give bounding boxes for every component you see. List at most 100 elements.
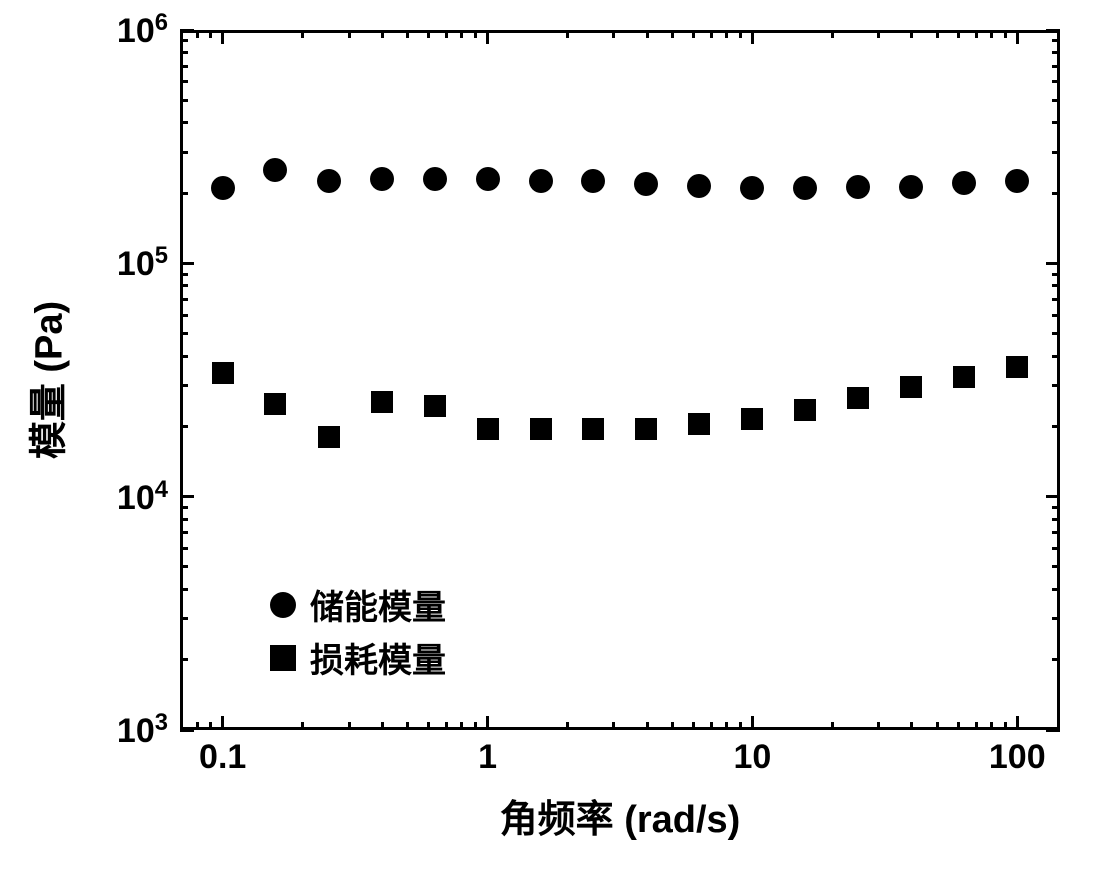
y-tick-minor	[180, 547, 188, 550]
y-tick-minor-right	[1052, 332, 1060, 335]
y-tick-minor-right	[1052, 314, 1060, 317]
x-tick-minor-top	[381, 30, 384, 38]
x-tick-minor-top	[460, 30, 463, 38]
y-tick-minor	[180, 658, 188, 661]
x-tick-minor	[910, 722, 913, 730]
x-tick-minor	[990, 722, 993, 730]
data-point-circle	[952, 171, 976, 195]
y-tick-minor	[180, 39, 188, 42]
y-tick-label: 103	[117, 709, 168, 751]
y-tick-minor	[180, 531, 188, 534]
y-tick-major	[180, 262, 194, 265]
x-tick-minor-top	[445, 30, 448, 38]
data-point-circle	[423, 167, 447, 191]
data-point-circle	[529, 169, 553, 193]
y-tick-minor-right	[1052, 298, 1060, 301]
x-tick-minor	[427, 722, 430, 730]
data-point-square	[318, 426, 340, 448]
y-tick-minor-right	[1052, 39, 1060, 42]
y-tick-minor	[180, 273, 188, 276]
y-tick-minor-right	[1052, 99, 1060, 102]
x-tick-minor	[566, 722, 569, 730]
y-tick-minor-right	[1052, 547, 1060, 550]
x-tick-minor-top	[348, 30, 351, 38]
x-tick-major-top	[486, 30, 489, 44]
x-tick-minor	[612, 722, 615, 730]
y-tick-major	[180, 495, 194, 498]
x-tick-minor-top	[831, 30, 834, 38]
x-tick-minor-top	[936, 30, 939, 38]
legend-label: 储能模量	[310, 580, 446, 629]
x-tick-minor	[381, 722, 384, 730]
x-tick-minor	[301, 722, 304, 730]
data-point-square	[741, 408, 763, 430]
x-tick-minor-top	[877, 30, 880, 38]
x-tick-minor-top	[710, 30, 713, 38]
data-point-square	[371, 391, 393, 413]
y-tick-minor	[180, 99, 188, 102]
data-point-circle	[476, 167, 500, 191]
y-tick-minor-right	[1052, 65, 1060, 68]
y-tick-minor-right	[1052, 284, 1060, 287]
y-tick-major	[180, 29, 194, 32]
x-tick-minor	[710, 722, 713, 730]
x-tick-minor	[445, 722, 448, 730]
x-tick-minor-top	[725, 30, 728, 38]
x-tick-minor-top	[474, 30, 477, 38]
data-point-square	[688, 413, 710, 435]
x-tick-minor-top	[739, 30, 742, 38]
x-tick-minor-top	[427, 30, 430, 38]
data-point-circle	[317, 169, 341, 193]
data-point-square	[264, 393, 286, 415]
x-tick-minor	[209, 722, 212, 730]
x-tick-minor-top	[990, 30, 993, 38]
x-tick-minor	[692, 722, 695, 730]
y-tick-minor-right	[1052, 192, 1060, 195]
x-tick-minor	[460, 722, 463, 730]
data-point-square	[847, 387, 869, 409]
y-tick-label: 104	[117, 475, 168, 517]
x-tick-minor	[646, 722, 649, 730]
y-tick-minor	[180, 518, 188, 521]
data-point-circle	[634, 172, 658, 196]
y-tick-minor-right	[1052, 588, 1060, 591]
x-tick-major-top	[1016, 30, 1019, 44]
y-tick-minor	[180, 192, 188, 195]
data-point-circle	[793, 176, 817, 200]
x-tick-major	[221, 716, 224, 730]
x-tick-label: 10	[733, 738, 771, 777]
x-tick-label: 0.1	[199, 738, 246, 777]
y-axis-label: 模量 (Pa)	[18, 301, 73, 459]
x-tick-minor-top	[406, 30, 409, 38]
x-tick-minor	[348, 722, 351, 730]
x-tick-minor-top	[1004, 30, 1007, 38]
legend-circle-icon	[270, 592, 296, 618]
legend-item: 损耗模量	[270, 633, 446, 682]
y-tick-minor-right	[1052, 51, 1060, 54]
x-tick-minor	[957, 722, 960, 730]
y-tick-minor-right	[1052, 658, 1060, 661]
data-point-square	[424, 395, 446, 417]
y-tick-minor-right	[1052, 531, 1060, 534]
x-tick-minor-top	[957, 30, 960, 38]
y-tick-minor	[180, 332, 188, 335]
y-tick-minor	[180, 506, 188, 509]
x-tick-minor-top	[209, 30, 212, 38]
x-tick-major	[1016, 716, 1019, 730]
data-point-circle	[740, 176, 764, 200]
data-point-circle	[263, 158, 287, 182]
y-tick-major-right	[1046, 262, 1060, 265]
x-tick-major	[751, 716, 754, 730]
x-tick-minor	[1004, 722, 1007, 730]
y-tick-major-right	[1046, 729, 1060, 732]
data-point-circle	[211, 176, 235, 200]
legend: 储能模量损耗模量	[270, 580, 446, 686]
y-tick-minor	[180, 121, 188, 124]
x-tick-label: 100	[989, 738, 1046, 777]
y-tick-minor-right	[1052, 565, 1060, 568]
y-tick-minor-right	[1052, 506, 1060, 509]
x-tick-minor	[831, 722, 834, 730]
chart-container: 0.1110100103104105106 模量 (Pa) 角频率 (rad/s…	[0, 0, 1109, 883]
y-tick-minor	[180, 565, 188, 568]
data-point-square	[794, 399, 816, 421]
